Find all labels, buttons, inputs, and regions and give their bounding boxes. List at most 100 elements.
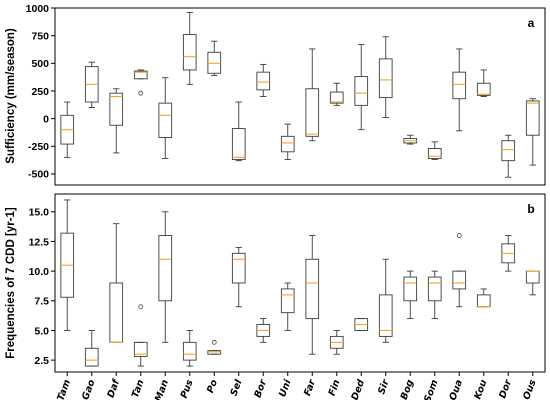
- iqr-box: [158, 235, 173, 302]
- iqr-box: [231, 128, 246, 161]
- outlier-point: [138, 90, 144, 96]
- box-bog: [403, 134, 418, 145]
- iqr-box: [207, 350, 222, 355]
- iqr-box: [256, 71, 271, 91]
- iqr-box: [501, 140, 516, 162]
- iqr-box: [158, 102, 173, 138]
- y-tick-label: 5.0: [34, 325, 49, 337]
- box-ous: [525, 270, 540, 296]
- x-tick-label-ous: Ous: [521, 378, 538, 400]
- iqr-box: [452, 71, 467, 100]
- box-ded: [354, 44, 369, 131]
- box-sel: [231, 246, 246, 308]
- iqr-box: [182, 341, 197, 361]
- box-far: [305, 235, 320, 355]
- x-tick-label-tan: Tan: [130, 378, 147, 399]
- x-tick-label-sir: Sir: [376, 377, 392, 396]
- iqr-box: [427, 148, 442, 159]
- box-oua: [452, 233, 467, 308]
- x-tick-label-oua: Oua: [447, 378, 465, 400]
- box-bor: [256, 318, 271, 343]
- panel-b-boxes: [60, 199, 540, 367]
- iqr-box: [133, 341, 148, 358]
- box-pus: [182, 330, 197, 367]
- iqr-box: [280, 288, 295, 314]
- y-tick-label: 1000: [26, 3, 50, 15]
- y-tick-label: -500: [28, 169, 49, 181]
- y-tick-label: -250: [28, 141, 49, 153]
- x-tick-label-pus: Pus: [179, 378, 196, 400]
- x-tick-label-po: Po: [205, 378, 220, 395]
- iqr-box: [133, 70, 148, 80]
- box-som: [427, 270, 442, 320]
- box-man: [158, 77, 173, 159]
- panel-b: b Frequencies of 7 CDD [yr-1] 2.5 5.0 7.5 1…: [5, 193, 546, 373]
- box-man: [158, 211, 173, 343]
- box-daf: [109, 88, 124, 154]
- x-tick-label-kou: Kou: [472, 378, 489, 400]
- x-tick-label-bor: Bor: [252, 377, 269, 399]
- box-ous: [525, 98, 540, 166]
- x-tick-label-sel: Sel: [229, 378, 245, 398]
- x-tick-label-daf: Daf: [105, 377, 122, 400]
- iqr-box: [525, 100, 540, 136]
- panel-a: a Sufficiency (mm/season) -500 -250 0 250 50…: [5, 3, 546, 186]
- x-tick-label-fin: Fin: [327, 378, 343, 397]
- iqr-box: [452, 270, 467, 290]
- box-bog: [403, 270, 418, 320]
- y-tick-label: 750: [31, 30, 49, 42]
- outlier-point: [138, 304, 144, 310]
- iqr-box: [378, 58, 393, 99]
- box-tan: [133, 304, 148, 367]
- box-uni: [280, 123, 295, 161]
- iqr-box: [207, 51, 222, 74]
- y-tick-label: 10.0: [29, 266, 50, 278]
- box-dor: [501, 134, 516, 178]
- iqr-box: [109, 282, 124, 343]
- box-sir: [378, 36, 393, 118]
- box-ded: [354, 318, 369, 331]
- x-tick-label-man: Man: [153, 378, 171, 400]
- iqr-box: [378, 294, 393, 337]
- panel-b-frame: [54, 193, 546, 373]
- panel-a-y-axis-title: Sufficiency (mm/season): [5, 28, 17, 164]
- box-pus: [182, 11, 197, 85]
- box-dor: [501, 235, 516, 272]
- box-tam: [60, 199, 75, 331]
- iqr-box: [109, 92, 124, 126]
- panel-a-frame: [54, 7, 546, 186]
- x-tick-label-dor: Dor: [497, 377, 514, 400]
- iqr-box: [525, 270, 540, 284]
- box-uni: [280, 282, 295, 331]
- iqr-box: [305, 88, 320, 137]
- box-gao: [84, 330, 99, 367]
- box-tam: [60, 101, 75, 158]
- panel-b-y-axis-title: Frequencies of 7 CDD [yr-1]: [5, 207, 17, 359]
- panel-b-label: b: [527, 202, 534, 216]
- box-po: [207, 339, 222, 355]
- y-tick-label: 500: [31, 58, 49, 70]
- x-tick-label-uni: Uni: [277, 378, 294, 399]
- box-gao: [84, 61, 99, 109]
- box-oua: [452, 48, 467, 132]
- y-tick-label: 12.5: [29, 236, 50, 248]
- iqr-box: [403, 276, 418, 302]
- y-tick-label: 2.5: [34, 355, 49, 367]
- outlier-point: [456, 233, 462, 238]
- iqr-box: [476, 294, 491, 308]
- box-kou: [476, 69, 491, 97]
- iqr-box: [280, 135, 295, 153]
- iqr-box: [182, 34, 197, 71]
- iqr-box: [427, 276, 442, 302]
- x-tick-label-ded: Ded: [350, 378, 368, 400]
- box-tan: [133, 69, 148, 96]
- iqr-box: [84, 347, 99, 367]
- box-sel: [231, 101, 246, 162]
- iqr-box: [476, 82, 491, 96]
- panel-b-y-ticks: 2.5 5.0 7.5 10.0 12.5 15.0: [29, 207, 55, 367]
- box-daf: [109, 223, 124, 343]
- x-tick-label-far: Far: [302, 377, 318, 397]
- iqr-box: [231, 252, 246, 284]
- box-bor: [256, 63, 271, 97]
